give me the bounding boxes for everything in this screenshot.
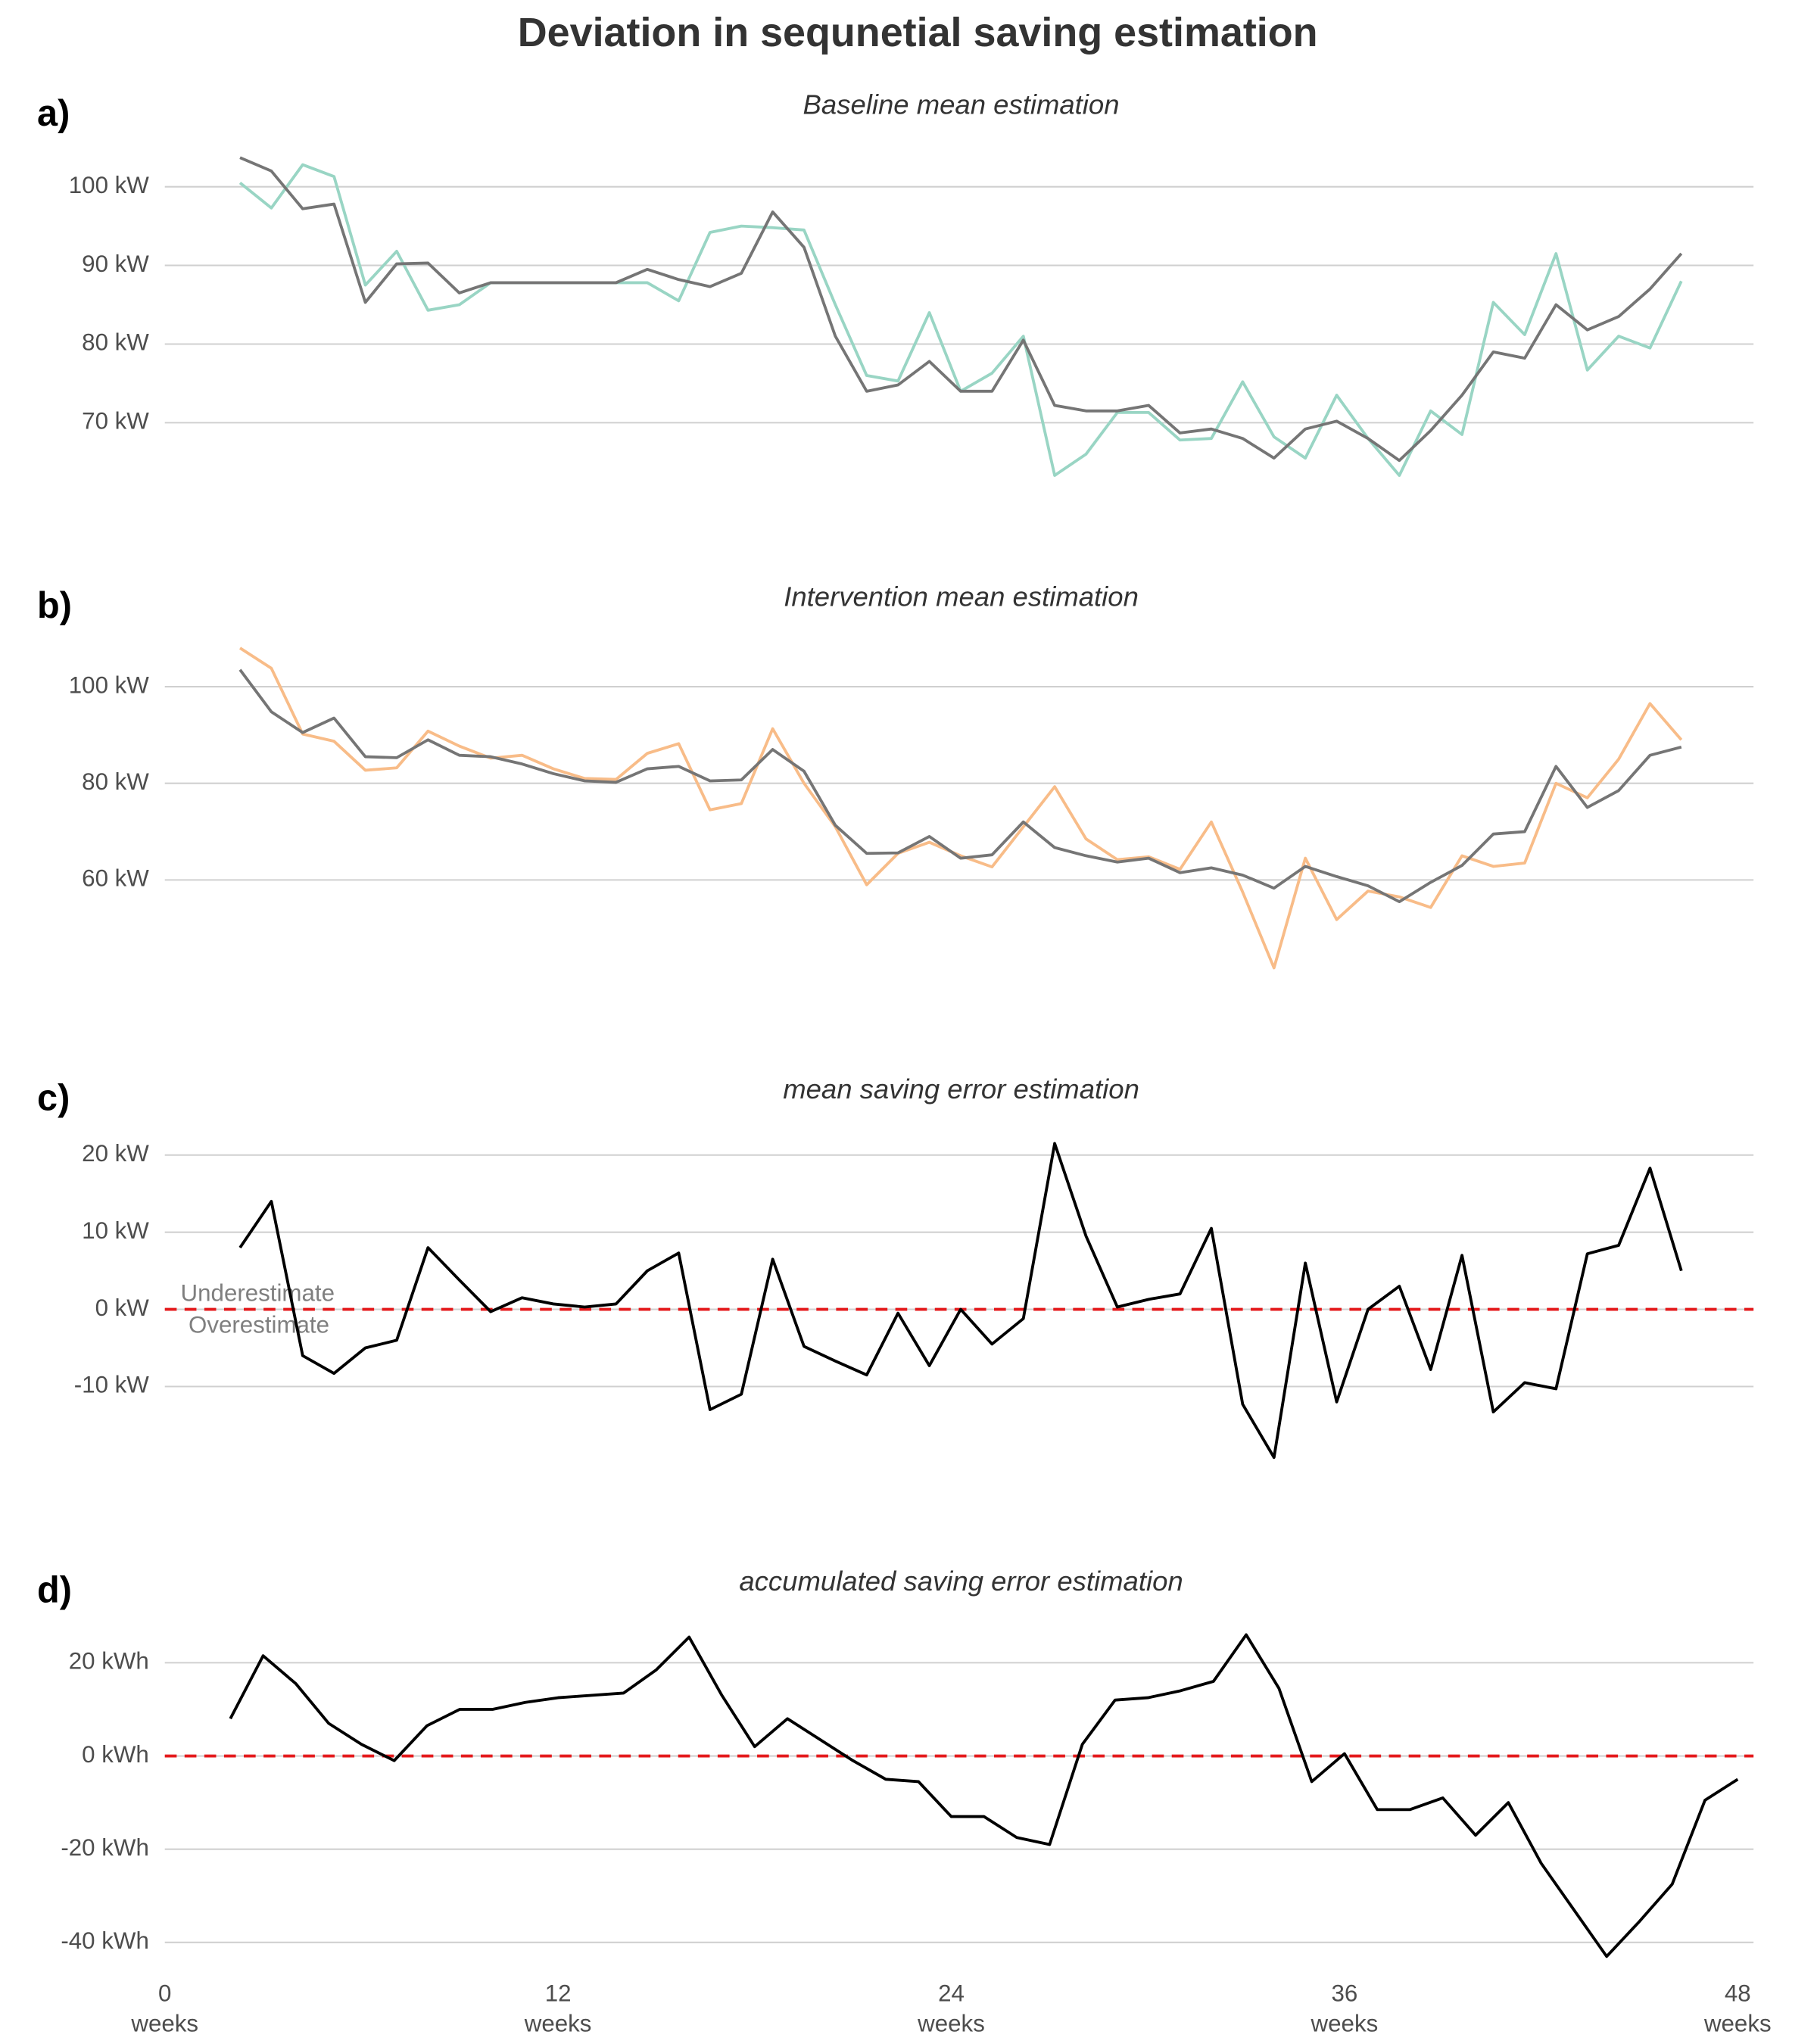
x-tick-label: 0 weeks <box>130 1980 198 2037</box>
tick-text-line: weeks <box>524 2011 592 2037</box>
panel-title: mean saving error estimation <box>783 1073 1139 1105</box>
y-tick-label: 70 kW <box>82 408 149 435</box>
panel-title: accumulated saving error estimation <box>739 1566 1183 1597</box>
panel-label: b) <box>37 585 72 626</box>
series-line <box>238 647 1683 970</box>
tick-text-line: weeks <box>917 2011 985 2037</box>
y-tick-label: 20 kWh <box>69 1648 149 1675</box>
tick-text-line: 0 <box>158 1980 171 2007</box>
panel-title: Baseline mean estimation <box>803 89 1120 120</box>
panel-label: a) <box>37 93 70 134</box>
tick-text-line: 24 <box>938 1980 965 2007</box>
panel-label: d) <box>37 1570 72 1611</box>
annotation: Underestimate <box>181 1280 335 1307</box>
tick-text-line: 36 <box>1332 1980 1358 2007</box>
panel-label: c) <box>37 1077 70 1118</box>
y-tick-label: 60 kW <box>82 865 149 892</box>
series-line <box>238 668 1682 903</box>
tick-text-line: 12 <box>545 1980 572 2007</box>
y-tick-label: 100 kW <box>69 671 150 698</box>
y-tick-label: 80 kW <box>82 768 149 795</box>
x-tick-label: 36 weeks <box>1311 1980 1379 2037</box>
series-line <box>229 1633 1739 1958</box>
y-tick-label: -40 kWh <box>61 1927 148 1954</box>
page-title: Deviation in sequnetial saving estimatio… <box>518 10 1318 55</box>
series-line <box>238 1142 1683 1460</box>
y-tick-label: 80 kW <box>82 329 149 356</box>
x-tick-label: 12 weeks <box>524 1980 592 2037</box>
y-tick-label: 90 kW <box>82 251 149 277</box>
annotation: Overestimate <box>189 1311 329 1338</box>
y-tick-label: -10 kW <box>74 1372 150 1398</box>
tick-text-line: weeks <box>1703 2011 1772 2037</box>
y-tick-label: 0 kWh <box>82 1741 149 1768</box>
series-line <box>239 156 1683 463</box>
y-tick-label: 100 kW <box>69 172 150 198</box>
y-tick-label: -20 kWh <box>61 1834 148 1861</box>
y-tick-label: 20 kW <box>82 1140 149 1167</box>
series-line <box>238 163 1683 477</box>
x-tick-label: 24 weeks <box>917 1980 985 2037</box>
x-tick-label: 48 weeks <box>1703 1980 1772 2037</box>
y-tick-label: 10 kW <box>82 1217 149 1244</box>
tick-text-line: weeks <box>130 2011 198 2037</box>
y-tick-label: 0 kW <box>95 1295 150 1321</box>
panel-title: Intervention mean estimation <box>784 581 1139 612</box>
tick-text-line: weeks <box>1311 2011 1379 2037</box>
tick-text-line: 48 <box>1725 1980 1751 2007</box>
